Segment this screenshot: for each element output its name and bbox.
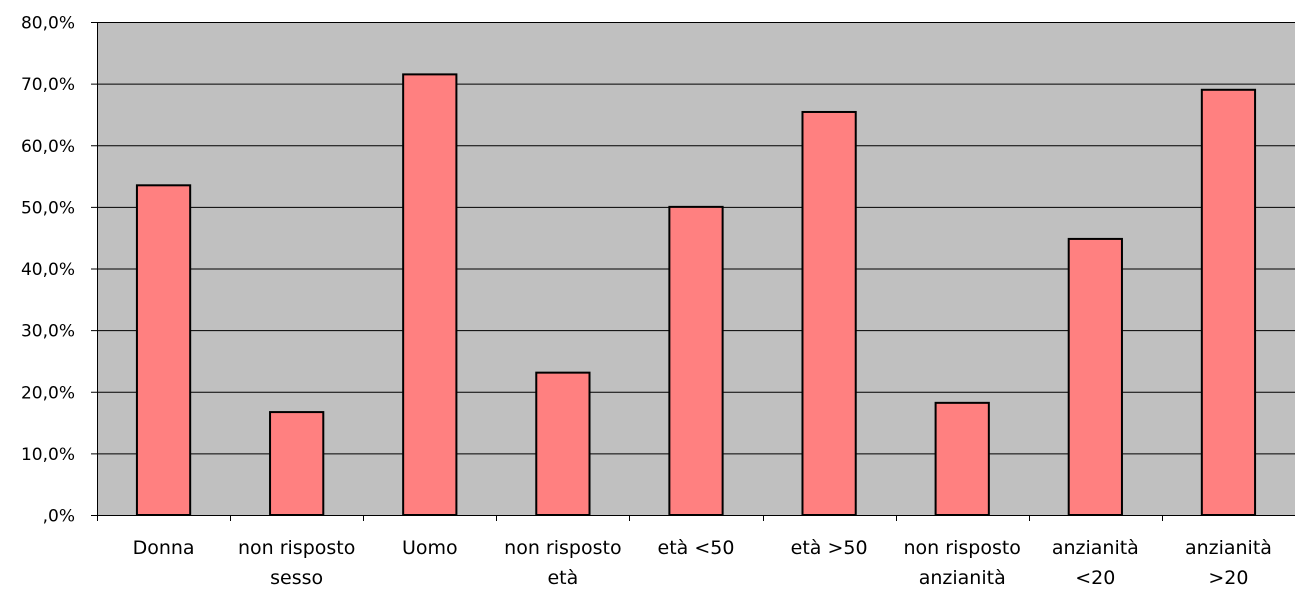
- bar: [1067, 237, 1123, 516]
- x-category-label-line: Donna: [133, 537, 195, 559]
- x-category-label-line: età >50: [791, 537, 868, 559]
- bar: [135, 184, 192, 516]
- x-category-label: Uomo: [402, 537, 458, 559]
- bar: [535, 371, 591, 516]
- x-category-label-line: non risposto: [504, 537, 621, 559]
- y-tick-label: 10,0%: [21, 445, 75, 465]
- x-category-label: età >50: [791, 537, 868, 559]
- y-axis: ,0% 10,0% 20,0% 30,0% 40,0% 50,0% 60,0% 70,0% 80…: [21, 14, 98, 527]
- y-tick-label: 50,0%: [21, 198, 75, 218]
- x-category-label-line: non risposto: [238, 537, 355, 559]
- x-category-label-line: anzianità: [1052, 537, 1139, 559]
- category-labels: Donna non risposto sesso Uomo non risposto et…: [133, 537, 1272, 589]
- bar: [801, 110, 857, 516]
- bar: [269, 411, 325, 516]
- y-tick-label: 60,0%: [21, 137, 75, 157]
- y-tick-label: 30,0%: [21, 322, 75, 342]
- x-category-label: non risposto età: [504, 537, 621, 589]
- bar: [668, 205, 724, 516]
- x-category-label-line: Uomo: [402, 537, 458, 559]
- bar: [1200, 88, 1257, 516]
- y-tick-label: 20,0%: [21, 383, 75, 403]
- bar: [402, 73, 458, 516]
- x-category-label-line: età: [547, 567, 578, 589]
- x-category-label: anzianità <20: [1052, 537, 1139, 589]
- x-category-label-line: età <50: [658, 537, 735, 559]
- y-tick-label: 80,0%: [21, 14, 75, 34]
- bars: [135, 73, 1257, 516]
- x-category-label: non risposto sesso: [238, 537, 355, 589]
- x-category-label-line: sesso: [270, 567, 323, 589]
- x-category-label-line: non risposto: [904, 537, 1021, 559]
- x-category-label-line: anzianità: [1185, 537, 1272, 559]
- x-category-label: anzianità >20: [1185, 537, 1272, 589]
- x-category-label-line: <20: [1075, 567, 1115, 589]
- x-category-label-line: anzianità: [919, 567, 1006, 589]
- y-tick-label: ,0%: [43, 507, 75, 527]
- x-category-label: Donna: [133, 537, 195, 559]
- bar: [934, 401, 990, 516]
- y-tick-label: 40,0%: [21, 260, 75, 280]
- x-category-label-line: >20: [1208, 567, 1248, 589]
- x-category-label: non risposto anzianità: [904, 537, 1021, 589]
- y-tick-label: 70,0%: [21, 75, 75, 95]
- x-category-label: età <50: [658, 537, 735, 559]
